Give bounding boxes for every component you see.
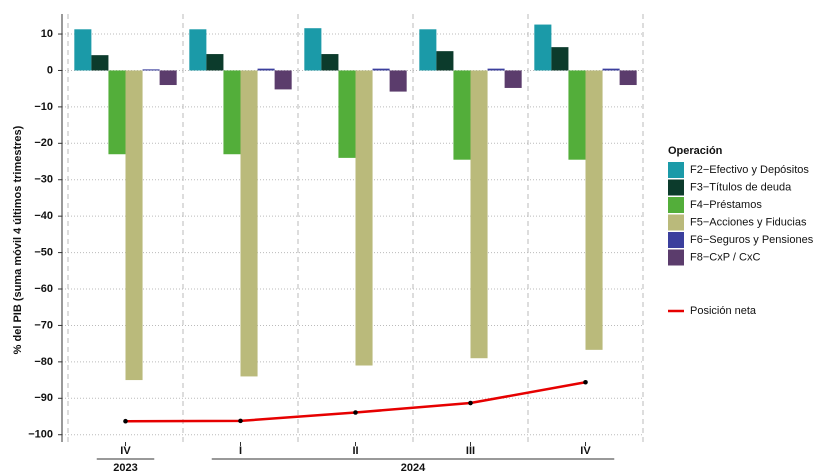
legend-label: F8−CxP / CxC [690,251,760,263]
bar [257,68,275,71]
y-tick-label: −40 [34,210,53,222]
legend-label: F4−Préstamos [690,199,762,211]
line-point [123,418,128,424]
line-point [353,410,358,415]
y-tick-label: −100 [28,429,53,441]
bar [338,70,356,158]
bar [551,47,569,71]
bar [389,70,407,92]
bar [436,51,454,71]
bar [108,70,126,155]
bar [142,69,160,71]
x-tick-label: IV [120,445,131,457]
net-position-line [125,381,586,423]
bar [125,70,143,381]
bar [321,54,339,71]
line-point [583,379,588,385]
bar [304,28,322,71]
bar [585,70,603,350]
y-tick-label: −70 [34,319,53,331]
year-label: 2024 [401,462,426,474]
bar [470,70,488,359]
bar [419,29,437,71]
legend-swatch [668,179,684,196]
line-point [238,418,243,424]
bar [206,54,224,71]
bar [274,70,292,90]
legend-title: Operación [668,145,723,157]
bar [159,70,177,86]
bar [240,70,258,377]
legend-swatch [668,197,684,213]
bar [487,68,505,71]
bar [372,68,390,71]
bar [504,70,522,88]
legend-swatch [668,232,684,248]
legend-swatch [668,214,684,231]
y-tick-label: −60 [34,283,53,295]
y-tick-label: −90 [34,392,53,404]
bar [74,29,92,71]
legend-swatch [668,249,684,266]
y-tick-label: −50 [34,246,53,258]
legend-label: F3−Títulos de deuda [690,181,792,193]
line-point [468,400,473,406]
bar [453,70,471,160]
x-tick-label: I [239,445,242,457]
y-tick-label: −80 [34,356,53,368]
bar [355,70,373,366]
bar [568,70,586,160]
legend-label: F6−Seguros y Pensiones [690,234,814,246]
legend-label: Posición neta [690,305,757,317]
y-axis-label: % del PIB (suma móvil 4 últimos trimestr… [12,125,24,354]
y-tick-label: 10 [41,28,53,40]
bar [189,29,207,71]
bar [534,24,552,71]
x-tick-label: IV [580,445,591,457]
bar [619,70,637,86]
bar [223,70,241,155]
year-label: 2023 [113,462,137,474]
legend-label: F5−Acciones y Fiducias [690,216,807,228]
y-tick-label: −20 [34,137,53,149]
y-tick-label: −10 [34,101,53,113]
legend-swatch [668,162,684,178]
y-tick-label: −30 [34,174,53,186]
bar [602,68,620,71]
x-tick-label: II [352,445,358,457]
bar [91,55,109,71]
y-tick-label: 0 [47,64,53,76]
legend-label: F2−Efectivo y Depósitos [690,164,809,176]
x-tick-label: III [466,445,475,457]
